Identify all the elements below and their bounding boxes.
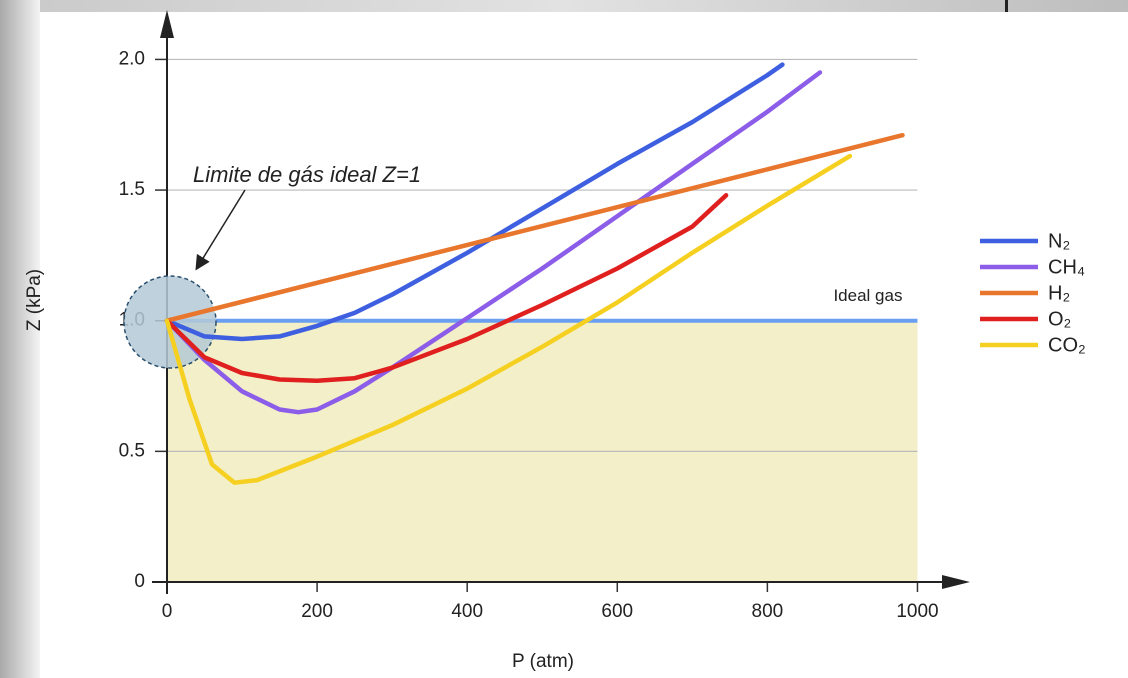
x-tick-label: 400 xyxy=(451,601,483,622)
y-tick-label: 1.5 xyxy=(119,179,145,200)
reference-label: Ideal gas xyxy=(833,286,902,305)
background xyxy=(0,0,1128,12)
y-axis-label: Z (kPa) xyxy=(24,269,45,331)
x-tick-label: 0 xyxy=(162,601,173,622)
legend-label: CH₄ xyxy=(1048,256,1085,278)
decoration xyxy=(1005,0,1008,12)
legend-label: O₂ xyxy=(1048,308,1071,330)
y-axis-arrow xyxy=(160,10,174,38)
y-tick-label: 0 xyxy=(134,571,145,592)
x-tick-label: 600 xyxy=(601,601,633,622)
y-tick-label: 0.5 xyxy=(119,440,145,461)
page: 00.51.01.52.002004006008001000Ideal gasN… xyxy=(0,0,1128,678)
y-tick-label: 2.0 xyxy=(119,48,145,69)
background xyxy=(0,0,40,678)
x-tick-label: 1000 xyxy=(896,601,938,622)
annotation-arrow xyxy=(197,190,245,268)
legend-label: H₂ xyxy=(1048,282,1070,304)
x-axis-label: P (atm) xyxy=(512,651,574,672)
x-axis-arrow xyxy=(942,575,970,589)
x-tick-label: 800 xyxy=(752,601,784,622)
annotation: Limite de gás ideal Z=1 xyxy=(193,162,421,187)
x-tick-label: 200 xyxy=(301,601,333,622)
legend-label: CO₂ xyxy=(1048,334,1086,356)
legend-label: N₂ xyxy=(1048,230,1070,252)
chart: 00.51.01.52.002004006008001000Ideal gasN… xyxy=(0,0,1128,678)
